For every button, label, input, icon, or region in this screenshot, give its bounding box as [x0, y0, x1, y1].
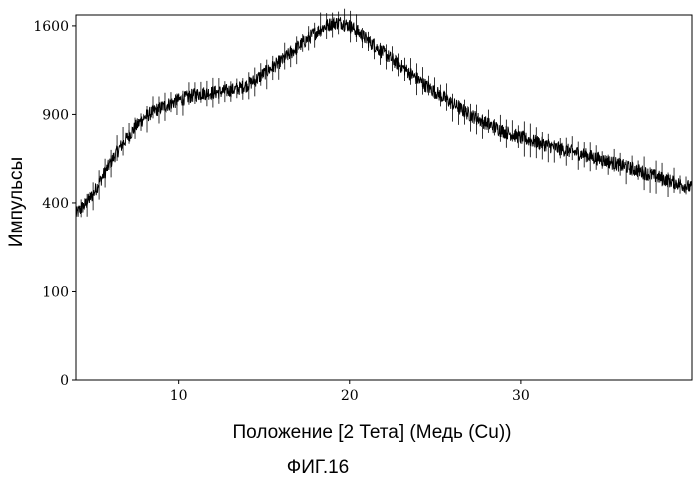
x-tick-label: 20	[341, 388, 359, 404]
y-tick-label: 400	[42, 196, 69, 212]
figure-caption: ФИГ.16	[287, 457, 349, 478]
series-line	[76, 17, 692, 217]
x-tick-label: 30	[512, 388, 530, 404]
xrd-chart: 0 100 400 900 1600 10 20 30 Импульсы Положение…	[0, 0, 699, 482]
y-axis-title: Импульсы	[6, 157, 27, 247]
plot-frame	[76, 15, 692, 380]
y-tick-label: 0	[60, 373, 69, 389]
y-tick-label: 1600	[33, 19, 69, 35]
y-tick-label: 900	[42, 107, 69, 123]
y-tick-label: 100	[42, 284, 69, 300]
x-tick-label: 10	[170, 388, 188, 404]
plot-border	[76, 15, 692, 380]
x-axis-title: Положение [2 Тета] (Медь (Cu))	[233, 422, 512, 443]
x-axis: 10 20 30	[170, 380, 530, 404]
series-layer	[76, 9, 692, 218]
y-axis: 0 100 400 900 1600	[33, 19, 76, 389]
